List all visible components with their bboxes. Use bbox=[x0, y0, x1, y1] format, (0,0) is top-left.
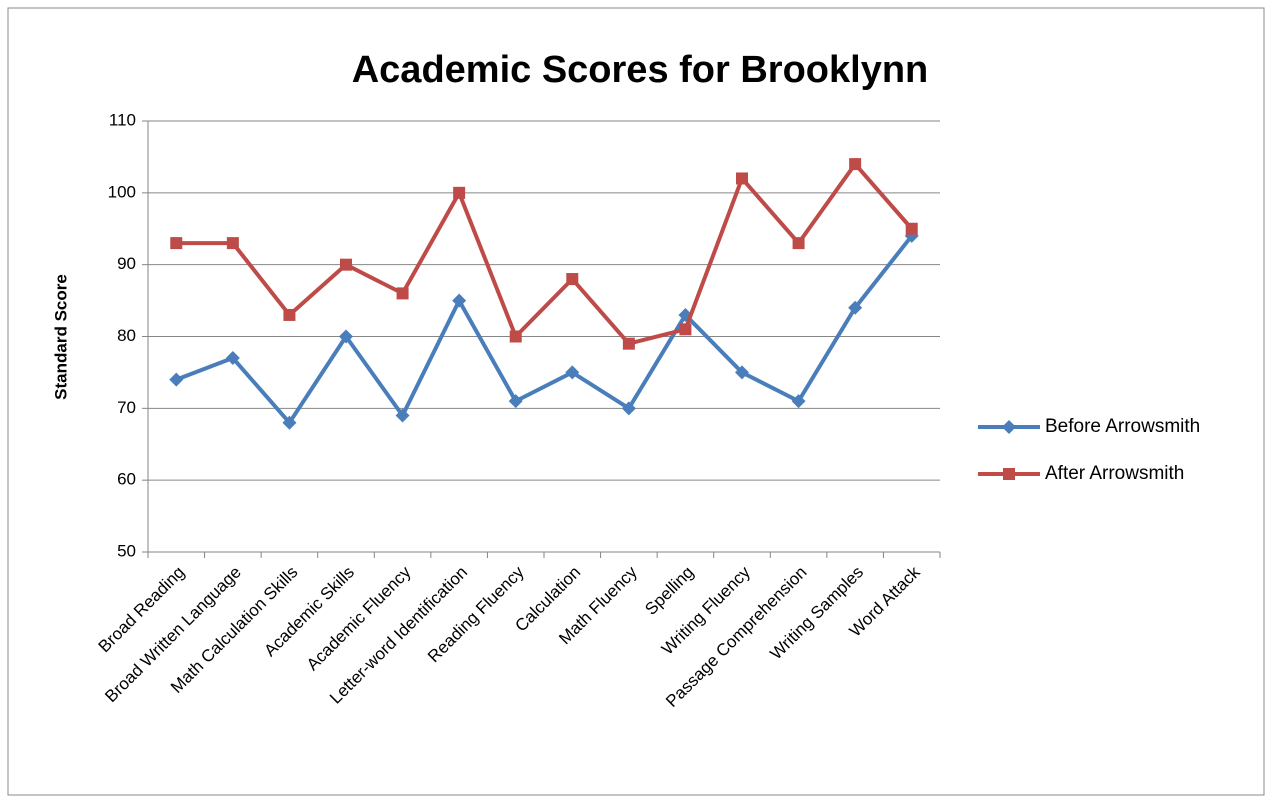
data-point bbox=[849, 158, 862, 171]
data-point bbox=[452, 293, 467, 308]
data-point bbox=[226, 237, 239, 250]
y-tick-label: 50 bbox=[117, 541, 136, 560]
legend-label: After Arrowsmith bbox=[1045, 463, 1184, 484]
data-point bbox=[679, 323, 692, 336]
series-line bbox=[175, 234, 914, 425]
data-point bbox=[621, 401, 636, 416]
data-point bbox=[225, 351, 240, 366]
chart-title: Academic Scores for Brooklynn bbox=[352, 49, 929, 91]
chart-border bbox=[7, 7, 1265, 796]
legend-label: Before Arrowsmith bbox=[1045, 416, 1200, 437]
data-point bbox=[395, 408, 410, 423]
data-point bbox=[453, 186, 466, 199]
y-tick-label: 80 bbox=[117, 326, 136, 345]
data-point bbox=[509, 330, 522, 343]
data-point bbox=[905, 222, 918, 235]
data-point bbox=[282, 415, 297, 430]
data-point bbox=[339, 329, 353, 344]
series-line bbox=[176, 162, 914, 346]
legend-marker bbox=[1003, 468, 1015, 480]
data-point bbox=[169, 372, 184, 387]
y-axis-label: Standard Score bbox=[51, 274, 70, 400]
y-tick-label: 90 bbox=[117, 254, 136, 273]
data-point bbox=[622, 337, 635, 350]
data-point bbox=[791, 394, 806, 409]
data-point bbox=[735, 365, 749, 380]
data-point bbox=[565, 365, 580, 380]
data-point bbox=[508, 394, 523, 409]
data-point bbox=[283, 308, 296, 321]
data-point bbox=[170, 237, 183, 250]
data-point bbox=[396, 287, 409, 300]
data-point bbox=[848, 300, 863, 315]
data-point bbox=[792, 237, 805, 250]
y-tick-label: 110 bbox=[109, 110, 136, 129]
data-point bbox=[566, 273, 579, 286]
legend-marker bbox=[1002, 420, 1016, 434]
y-tick-label: 60 bbox=[117, 470, 136, 489]
data-point bbox=[736, 172, 748, 185]
y-tick-label: 70 bbox=[117, 398, 136, 417]
y-tick-label: 100 bbox=[108, 182, 136, 201]
data-point bbox=[340, 258, 352, 271]
